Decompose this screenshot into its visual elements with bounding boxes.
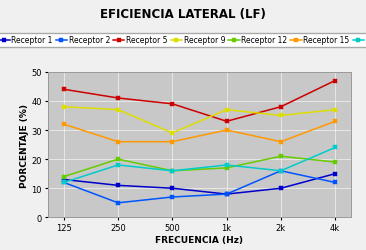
Line: Receptor 5: Receptor 5 xyxy=(62,79,337,124)
Receptor 5 xyxy=(279,106,283,109)
Receptor 1 xyxy=(170,187,175,190)
Receptor 15 xyxy=(333,120,337,123)
Receptor 1 xyxy=(224,193,229,196)
Receptor 5 xyxy=(224,120,229,123)
Receptor 1 xyxy=(61,178,66,181)
Receptor 1 xyxy=(333,172,337,176)
Receptor 15 xyxy=(61,123,66,126)
Receptor 16 xyxy=(333,146,337,150)
Receptor 2 xyxy=(279,170,283,172)
Receptor 16 xyxy=(61,181,66,184)
Receptor 12 xyxy=(279,155,283,158)
Line: Receptor 16: Receptor 16 xyxy=(62,146,337,185)
Receptor 16 xyxy=(224,164,229,167)
Receptor 9 xyxy=(116,109,120,112)
Receptor 2 xyxy=(170,196,175,199)
Line: Receptor 9: Receptor 9 xyxy=(62,105,337,136)
Receptor 9 xyxy=(224,109,229,112)
Receptor 15 xyxy=(279,140,283,143)
Receptor 1 xyxy=(116,184,120,187)
Text: EFICIENCIA LATERAL (LF): EFICIENCIA LATERAL (LF) xyxy=(100,8,266,20)
Receptor 2 xyxy=(333,181,337,184)
Receptor 12 xyxy=(116,158,120,161)
Receptor 5 xyxy=(170,103,175,106)
Receptor 5 xyxy=(61,88,66,92)
Legend: Receptor 1, Receptor 2, Receptor 5, Receptor 9, Receptor 12, Receptor 15, Recept: Receptor 1, Receptor 2, Receptor 5, Rece… xyxy=(0,34,366,47)
Receptor 5 xyxy=(116,97,120,100)
Receptor 1 xyxy=(279,187,283,190)
Line: Receptor 2: Receptor 2 xyxy=(62,169,337,205)
Y-axis label: PORCENTAJE (%): PORCENTAJE (%) xyxy=(20,103,29,187)
X-axis label: FRECUENCIA (Hz): FRECUENCIA (Hz) xyxy=(156,235,243,244)
Receptor 16 xyxy=(279,170,283,172)
Receptor 16 xyxy=(170,170,175,172)
Line: Receptor 12: Receptor 12 xyxy=(62,154,337,179)
Receptor 15 xyxy=(116,140,120,143)
Line: Receptor 15: Receptor 15 xyxy=(62,120,337,144)
Receptor 9 xyxy=(170,132,175,135)
Receptor 9 xyxy=(279,114,283,117)
Receptor 15 xyxy=(170,140,175,143)
Receptor 5 xyxy=(333,80,337,83)
Receptor 2 xyxy=(61,181,66,184)
Receptor 12 xyxy=(170,170,175,172)
Receptor 12 xyxy=(333,161,337,164)
Receptor 16 xyxy=(116,164,120,167)
Receptor 2 xyxy=(224,193,229,196)
Receptor 15 xyxy=(224,129,229,132)
Receptor 12 xyxy=(61,176,66,178)
Receptor 2 xyxy=(116,202,120,204)
Receptor 12 xyxy=(224,167,229,170)
Receptor 9 xyxy=(333,109,337,112)
Receptor 9 xyxy=(61,106,66,109)
Line: Receptor 1: Receptor 1 xyxy=(62,172,337,197)
